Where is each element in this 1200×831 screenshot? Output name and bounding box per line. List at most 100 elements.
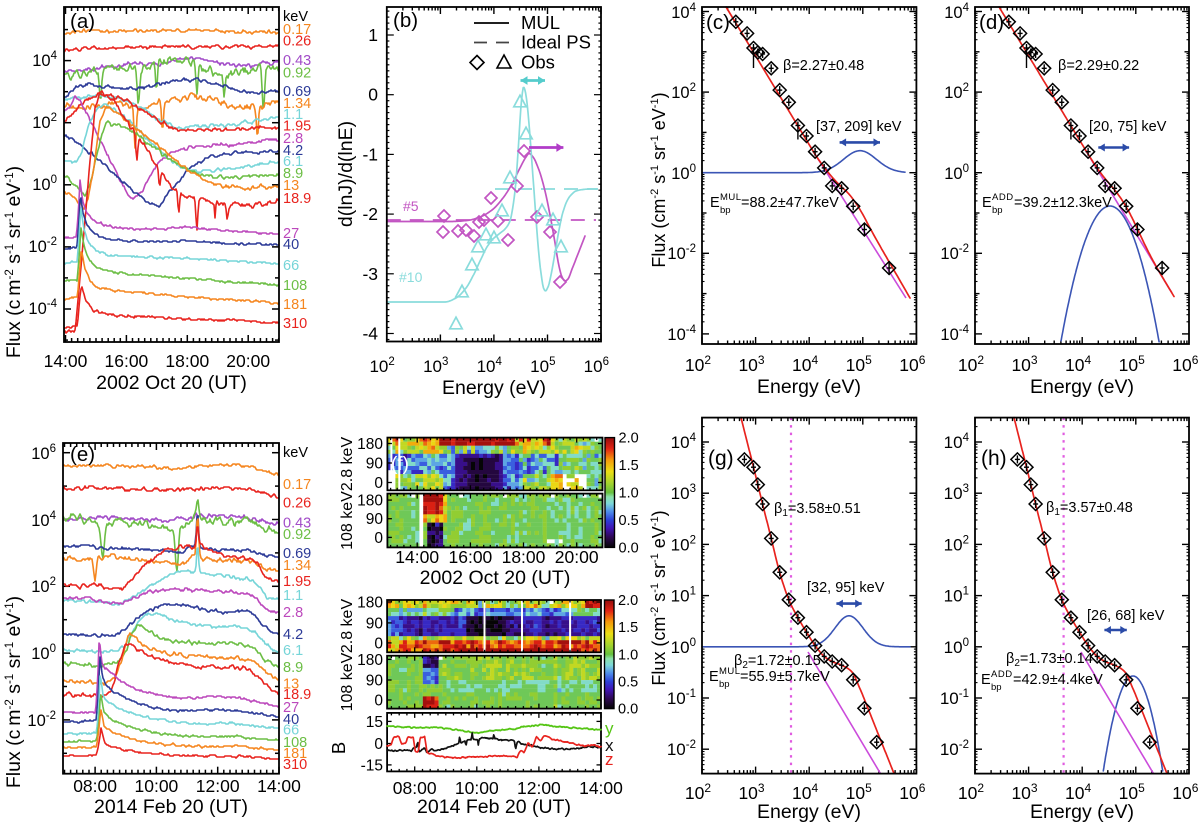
svg-text:2.0: 2.0	[618, 593, 638, 609]
svg-text:2014 Feb 20 (UT): 2014 Feb 20 (UT)	[94, 796, 248, 818]
svg-text:6.1: 6.1	[283, 643, 303, 659]
svg-text:y: y	[605, 719, 614, 738]
svg-text:180: 180	[357, 436, 383, 453]
svg-text:2002 Oct 20 (UT): 2002 Oct 20 (UT)	[96, 372, 247, 394]
svg-text:=39.2±12.3keV: =39.2±12.3keV	[1014, 195, 1112, 211]
svg-text:=55.9±5.7keV: =55.9±5.7keV	[740, 669, 830, 685]
svg-text:20:00: 20:00	[226, 351, 270, 371]
svg-text:180: 180	[357, 652, 383, 669]
svg-text:1: 1	[368, 25, 378, 45]
svg-text:4.2: 4.2	[283, 627, 303, 643]
svg-text:#10: #10	[399, 269, 423, 285]
svg-text:keV: keV	[283, 9, 308, 25]
svg-text:18:00: 18:00	[165, 351, 209, 371]
svg-text:=42.9±4.4keV: =42.9±4.4keV	[1013, 672, 1103, 688]
svg-text:(a): (a)	[70, 10, 95, 33]
svg-text:66: 66	[283, 258, 299, 274]
svg-text:0.43: 0.43	[283, 53, 311, 69]
svg-text:2.8: 2.8	[283, 605, 303, 621]
svg-text:108: 108	[283, 278, 307, 294]
svg-text:Energy (eV): Energy (eV)	[757, 376, 861, 398]
svg-text:0: 0	[368, 85, 378, 105]
svg-text:08:00: 08:00	[73, 776, 117, 796]
svg-text:16:00: 16:00	[105, 351, 149, 371]
svg-text:[26, 68] keV: [26, 68] keV	[1087, 608, 1165, 624]
svg-text:16:00: 16:00	[449, 547, 493, 567]
svg-text:1.0: 1.0	[619, 486, 639, 502]
svg-text:Flux (c m-2 s-1 sr-1 eV-1): Flux (c m-2 s-1 sr-1 eV-1)	[3, 166, 25, 358]
svg-text:(b): (b)	[393, 9, 418, 32]
svg-text:14:00: 14:00	[44, 351, 88, 371]
svg-text:15: 15	[366, 714, 383, 731]
svg-text:β1=3.58±0.51: β1=3.58±0.51	[774, 501, 861, 519]
svg-text:0.69: 0.69	[283, 546, 311, 562]
svg-text:(d): (d)	[979, 11, 1004, 34]
svg-text:[32, 95] keV: [32, 95] keV	[807, 580, 885, 596]
svg-text:β=2.29±0.22: β=2.29±0.22	[1058, 58, 1139, 74]
svg-text:(f): (f)	[391, 454, 409, 475]
svg-text:108: 108	[283, 735, 307, 751]
svg-text:E: E	[982, 195, 992, 211]
svg-text:0.26: 0.26	[283, 496, 311, 512]
svg-text:2.8: 2.8	[283, 131, 303, 147]
svg-text:90: 90	[366, 673, 384, 690]
svg-text:E: E	[710, 195, 720, 211]
svg-text:(g): (g)	[708, 447, 734, 470]
svg-text:1.5: 1.5	[619, 458, 639, 474]
svg-text:=88.2±47.7keV: =88.2±47.7keV	[741, 195, 839, 211]
svg-text:ADD: ADD	[991, 669, 1013, 680]
svg-text:B: B	[328, 742, 349, 754]
svg-text:-15: -15	[361, 757, 383, 774]
svg-text:1.1: 1.1	[283, 588, 303, 604]
svg-text:14:00: 14:00	[579, 778, 623, 798]
svg-text:0: 0	[374, 736, 383, 753]
svg-text:108 keV: 108 keV	[339, 652, 356, 711]
svg-text:90: 90	[366, 615, 384, 632]
svg-text:2014 Feb 20 (UT): 2014 Feb 20 (UT)	[417, 796, 571, 818]
svg-text:310: 310	[283, 316, 307, 332]
svg-text:E: E	[709, 669, 719, 685]
svg-text:0.17: 0.17	[283, 477, 311, 493]
svg-text:MUL: MUL	[720, 192, 742, 203]
svg-text:MUL: MUL	[719, 666, 741, 677]
svg-text:1.0: 1.0	[618, 647, 638, 663]
svg-text:Ideal PS: Ideal PS	[521, 32, 591, 53]
svg-text:ADD: ADD	[992, 192, 1014, 203]
svg-text:1.34: 1.34	[283, 558, 311, 574]
svg-text:MUL: MUL	[521, 12, 560, 33]
svg-text:66: 66	[283, 723, 299, 739]
svg-text:Flux (cm-2 s-1 sr-1 eV-1): Flux (cm-2 s-1 sr-1 eV-1)	[649, 92, 669, 267]
svg-text:1.1: 1.1	[283, 107, 303, 123]
svg-text:2.8 keV: 2.8 keV	[339, 599, 356, 654]
svg-text:x: x	[605, 736, 614, 755]
svg-text:13: 13	[283, 677, 299, 693]
svg-text:27: 27	[283, 700, 299, 716]
svg-text:bp: bp	[720, 205, 731, 216]
svg-text:08:00: 08:00	[393, 778, 437, 798]
svg-text:E: E	[981, 672, 991, 688]
svg-text:β1=3.57±0.48: β1=3.57±0.48	[1046, 500, 1133, 518]
svg-text:180: 180	[357, 493, 383, 510]
svg-text:181: 181	[283, 746, 307, 762]
svg-text:0: 0	[374, 530, 383, 547]
svg-text:108 keV: 108 keV	[339, 491, 356, 550]
svg-text:40: 40	[283, 712, 299, 728]
svg-text:Flux (cm-2 s-1 sr-1 eV-1): Flux (cm-2 s-1 sr-1 eV-1)	[649, 510, 669, 685]
svg-text:β2=1.73±0.14: β2=1.73±0.14	[1006, 651, 1093, 669]
svg-text:0.26: 0.26	[283, 34, 311, 50]
svg-text:1.95: 1.95	[283, 574, 311, 590]
svg-text:12:00: 12:00	[517, 778, 561, 798]
svg-text:Flux (c m-2 s-1 sr-1 eV-1): Flux (c m-2 s-1 sr-1 eV-1)	[3, 596, 25, 788]
svg-text:bp: bp	[719, 679, 730, 690]
svg-text:0: 0	[374, 475, 383, 492]
svg-text:0.92: 0.92	[283, 527, 311, 543]
svg-text:10:00: 10:00	[455, 778, 499, 798]
svg-text:14:00: 14:00	[395, 547, 439, 567]
svg-text:Energy (eV): Energy (eV)	[757, 801, 861, 823]
svg-text:0.5: 0.5	[619, 513, 639, 529]
svg-text:0.0: 0.0	[619, 540, 639, 556]
svg-text:90: 90	[366, 456, 384, 473]
svg-text:-4: -4	[362, 324, 378, 344]
svg-text:1.34: 1.34	[283, 96, 311, 112]
svg-text:-1: -1	[362, 144, 378, 164]
